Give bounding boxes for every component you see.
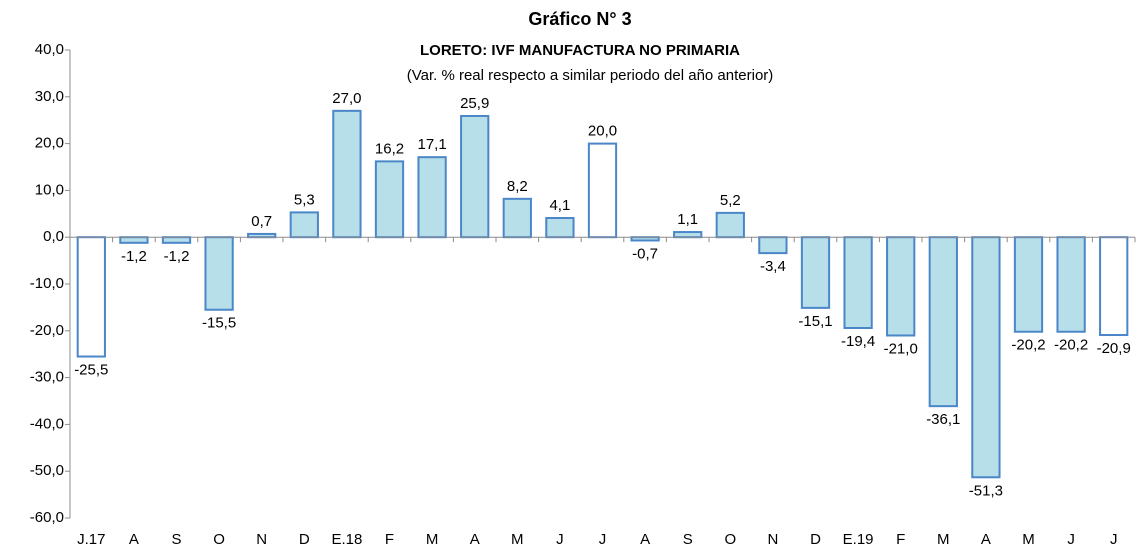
chart-subtitle: LORETO: IVF MANUFACTURA NO PRIMARIA bbox=[420, 42, 740, 59]
y-tick-label: 0,0 bbox=[43, 228, 64, 245]
x-tick-label: M bbox=[1022, 531, 1035, 548]
value-label: 8,2 bbox=[507, 178, 528, 195]
value-label: -20,2 bbox=[1011, 337, 1045, 354]
x-tick-label: A bbox=[981, 531, 991, 548]
value-label: -20,2 bbox=[1054, 337, 1088, 354]
y-tick-label: -30,0 bbox=[30, 369, 64, 386]
value-label: 25,9 bbox=[460, 95, 489, 112]
x-tick-label: M bbox=[937, 531, 950, 548]
x-tick-label: M bbox=[426, 531, 439, 548]
value-label: -19,4 bbox=[841, 333, 875, 350]
x-tick-label: N bbox=[256, 531, 267, 548]
bar bbox=[800, 236, 831, 309]
x-tick-label: A bbox=[129, 531, 139, 548]
x-tick-label: F bbox=[896, 531, 905, 548]
bar bbox=[758, 236, 788, 255]
bar bbox=[843, 236, 873, 329]
value-label: -20,9 bbox=[1097, 340, 1131, 357]
bar bbox=[119, 236, 149, 244]
x-tick-label: S bbox=[171, 531, 181, 548]
x-tick-label: A bbox=[640, 531, 650, 548]
value-label: 20,0 bbox=[588, 123, 617, 140]
x-tick-label: F bbox=[385, 531, 394, 548]
x-tick-label: M bbox=[511, 531, 524, 548]
x-tick-label: O bbox=[213, 531, 225, 548]
bar bbox=[161, 236, 192, 244]
x-tick-label: J bbox=[556, 531, 564, 548]
y-tick-label: 30,0 bbox=[35, 88, 64, 105]
value-label: 4,1 bbox=[549, 197, 570, 214]
value-label: -0,7 bbox=[632, 245, 658, 262]
value-label: -21,0 bbox=[884, 340, 918, 357]
bar bbox=[374, 160, 405, 239]
value-label: 5,2 bbox=[720, 192, 741, 209]
value-label: -25,5 bbox=[74, 362, 108, 379]
value-label: 1,1 bbox=[677, 211, 698, 228]
x-tick-label: N bbox=[767, 531, 778, 548]
y-tick-label: -10,0 bbox=[30, 275, 64, 292]
y-tick-label: -60,0 bbox=[30, 509, 64, 526]
value-label: 27,0 bbox=[332, 90, 361, 107]
bar bbox=[502, 197, 532, 239]
x-tick-label: J bbox=[1110, 531, 1118, 548]
y-tick-label: 10,0 bbox=[35, 181, 64, 198]
value-label: -1,2 bbox=[121, 248, 147, 265]
x-tick-label: S bbox=[683, 531, 693, 548]
value-label: 5,3 bbox=[294, 191, 315, 208]
bar bbox=[332, 109, 362, 239]
bar bbox=[460, 114, 490, 239]
value-label: 16,2 bbox=[375, 140, 404, 157]
bar bbox=[1013, 236, 1044, 333]
x-tick-label: D bbox=[299, 531, 310, 548]
y-tick-label: -50,0 bbox=[30, 462, 64, 479]
x-tick-label: E.18 bbox=[331, 531, 362, 548]
value-label: -1,2 bbox=[164, 248, 190, 265]
value-label: 0,7 bbox=[251, 213, 272, 230]
bar bbox=[971, 236, 1001, 479]
value-label: -15,1 bbox=[798, 313, 832, 330]
chart-title: Gráfico N° 3 bbox=[528, 9, 631, 29]
bar bbox=[204, 236, 234, 311]
bar bbox=[417, 156, 447, 239]
value-label: -3,4 bbox=[760, 258, 786, 275]
x-tick-label: J.17 bbox=[77, 531, 105, 548]
value-label: -51,3 bbox=[969, 482, 1003, 499]
value-label: 17,1 bbox=[417, 136, 446, 153]
bar bbox=[289, 211, 319, 239]
x-tick-label: O bbox=[724, 531, 736, 548]
value-label: -36,1 bbox=[926, 411, 960, 428]
bar bbox=[886, 236, 916, 337]
bar bbox=[1056, 236, 1086, 333]
bar bbox=[1099, 236, 1129, 337]
chart-note: (Var. % real respecto a similar periodo … bbox=[407, 67, 774, 84]
bar bbox=[715, 211, 745, 239]
y-tick-label: 20,0 bbox=[35, 135, 64, 152]
y-tick-label: -40,0 bbox=[30, 415, 64, 432]
value-label: -15,5 bbox=[202, 315, 236, 332]
x-tick-label: A bbox=[470, 531, 480, 548]
y-tick-label: -20,0 bbox=[30, 322, 64, 339]
x-tick-label: E.19 bbox=[843, 531, 874, 548]
bar bbox=[673, 231, 703, 239]
bar bbox=[545, 217, 575, 239]
bar bbox=[928, 236, 958, 408]
bar bbox=[587, 142, 618, 239]
x-tick-label: J bbox=[599, 531, 607, 548]
bar bbox=[76, 236, 106, 358]
y-tick-label: 40,0 bbox=[35, 41, 64, 58]
x-tick-label: J bbox=[1067, 531, 1075, 548]
x-tick-label: D bbox=[810, 531, 821, 548]
